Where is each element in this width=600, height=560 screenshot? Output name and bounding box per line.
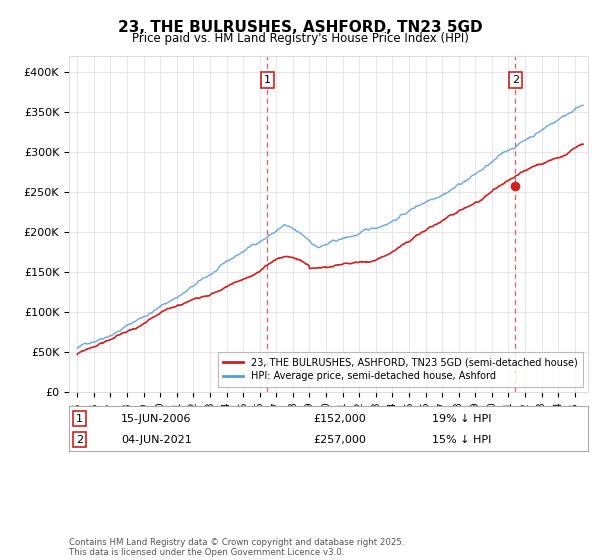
Text: 15% ↓ HPI: 15% ↓ HPI [432,435,491,445]
Text: 1: 1 [76,413,83,423]
Text: 19% ↓ HPI: 19% ↓ HPI [432,413,492,423]
Text: 04-JUN-2021: 04-JUN-2021 [121,435,191,445]
Text: 2: 2 [512,75,519,85]
Text: 2: 2 [76,435,83,445]
Text: 1: 1 [263,75,271,85]
Text: Contains HM Land Registry data © Crown copyright and database right 2025.
This d: Contains HM Land Registry data © Crown c… [69,538,404,557]
Text: 15-JUN-2006: 15-JUN-2006 [121,413,191,423]
Text: Price paid vs. HM Land Registry's House Price Index (HPI): Price paid vs. HM Land Registry's House … [131,32,469,45]
Text: £152,000: £152,000 [313,413,365,423]
Text: 23, THE BULRUSHES, ASHFORD, TN23 5GD: 23, THE BULRUSHES, ASHFORD, TN23 5GD [118,20,482,35]
Text: £257,000: £257,000 [313,435,366,445]
Legend: 23, THE BULRUSHES, ASHFORD, TN23 5GD (semi-detached house), HPI: Average price, : 23, THE BULRUSHES, ASHFORD, TN23 5GD (se… [218,352,583,387]
